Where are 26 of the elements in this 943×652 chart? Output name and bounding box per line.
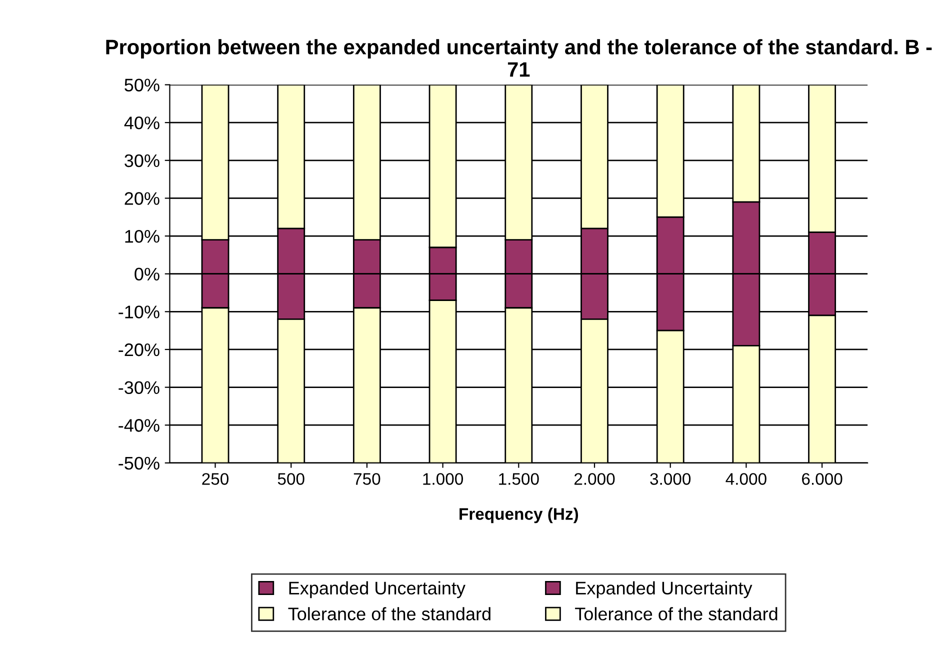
y-tick-label: 40% <box>124 116 160 130</box>
legend-label: Tolerance of the standard <box>575 607 778 620</box>
y-tick-label: 10% <box>125 230 160 243</box>
y-tick-label: 30% <box>124 154 160 168</box>
x-tick-label: 500 <box>278 473 304 485</box>
legend-label: Expanded Uncertainty <box>289 581 466 598</box>
y-tick-label: 20% <box>124 192 160 205</box>
y-tick-label: -20% <box>118 343 160 356</box>
y-tick-label: 0% <box>134 268 160 281</box>
legend-label: Tolerance of the standard <box>288 607 490 620</box>
x-tick-label: 4.000 <box>726 473 766 485</box>
y-tick-label: 50% <box>124 78 160 92</box>
x-tick-label: 1.500 <box>499 473 539 485</box>
y-tick-label: -50% <box>118 456 160 470</box>
x-tick-label: 1.000 <box>423 473 464 485</box>
x-tick-label: 6.000 <box>802 473 842 485</box>
y-tick-label: -40% <box>118 419 160 432</box>
x-axis-title: Frequency (Hz) <box>460 508 578 524</box>
x-tick-label: 750 <box>354 473 380 485</box>
x-tick-label: 2.000 <box>574 473 615 485</box>
y-tick-label: -30% <box>118 381 160 394</box>
legend-label: Expanded Uncertainty <box>576 581 752 598</box>
chart-title: Proportion between the expanded uncertainty and the tolerance of the standard. B - 71 <box>106 39 932 77</box>
y-tick-label: -10% <box>118 306 160 318</box>
x-tick-label: 3.000 <box>650 473 691 485</box>
x-tick-label: 250 <box>202 473 229 485</box>
